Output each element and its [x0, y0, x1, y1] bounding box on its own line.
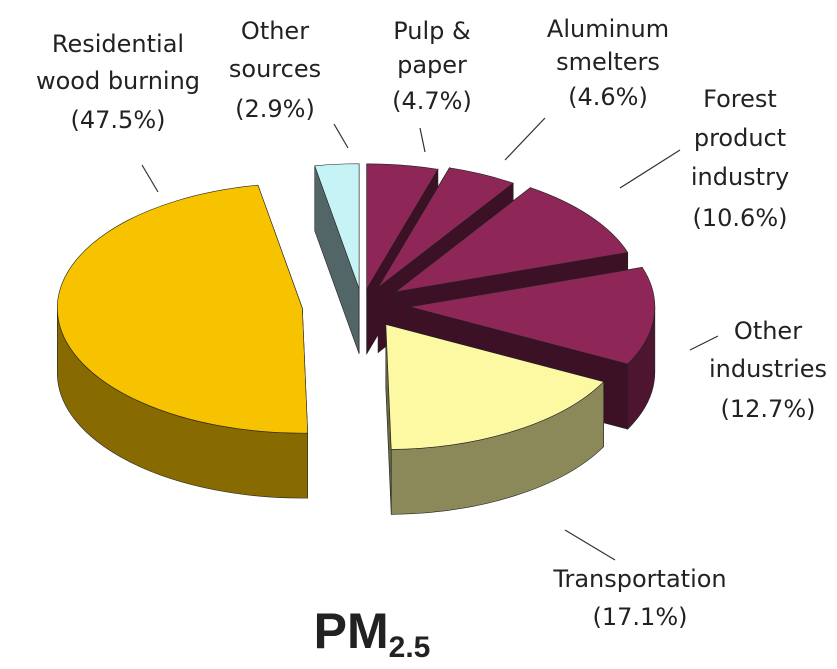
pie-slice	[377, 167, 514, 288]
value-label: (2.9%)	[235, 95, 315, 123]
leader-line	[689, 335, 719, 351]
leader-line	[564, 529, 616, 561]
value-label: (4.7%)	[392, 87, 472, 115]
slice-label: industries	[709, 355, 827, 383]
pie-slice	[314, 163, 360, 289]
leader-line	[504, 117, 546, 161]
slice-label: Other	[241, 17, 309, 45]
slice-label: sources	[229, 55, 321, 83]
slice-label: Aluminum	[547, 15, 669, 43]
pie-slice	[409, 267, 656, 365]
slice-label: Transportation	[552, 565, 726, 593]
leader-line	[419, 127, 426, 153]
pie-slice	[57, 184, 309, 434]
value-label: (47.5%)	[71, 106, 166, 134]
slice-label: Residential	[52, 30, 184, 58]
title-main: PM	[314, 603, 389, 659]
slice-label: Pulp &	[393, 17, 471, 45]
value-label: (4.6%)	[568, 83, 648, 111]
slice-label: product	[694, 124, 786, 152]
slice-label: industry	[691, 163, 789, 191]
pie-slice	[366, 163, 439, 290]
slice-label: paper	[397, 51, 467, 79]
pie-slice	[395, 187, 629, 293]
chart-title: PM2.5	[314, 603, 431, 664]
leader-line	[141, 164, 159, 193]
leader-line	[619, 149, 681, 189]
title-subscript: 2.5	[389, 631, 431, 664]
slice-label: Forest	[703, 85, 777, 113]
slice-label: wood burning	[36, 67, 200, 95]
pie-slice	[385, 324, 605, 450]
value-label: (12.7%)	[721, 395, 816, 423]
leader-line	[333, 123, 349, 149]
value-label: (10.6%)	[693, 204, 788, 232]
value-label: (17.1%)	[593, 603, 688, 631]
slice-label: smelters	[556, 48, 660, 76]
slice-label: Other	[734, 317, 802, 345]
